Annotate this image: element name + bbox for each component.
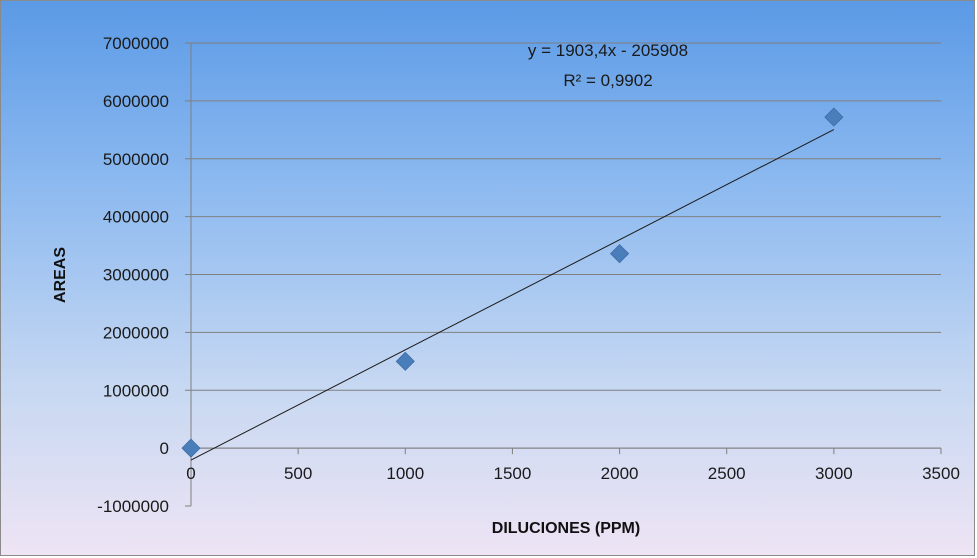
- y-tick-label: 0: [160, 439, 169, 458]
- x-tick-label: 1000: [386, 464, 424, 483]
- y-tick-label: 7000000: [103, 34, 169, 53]
- x-tick-label: 3000: [815, 464, 853, 483]
- data-point: [824, 107, 844, 127]
- y-tick-label: 3000000: [103, 266, 169, 285]
- data-point: [395, 351, 415, 371]
- y-tick-label: -1000000: [97, 497, 169, 516]
- trendline-equation: y = 1903,4x - 205908: [528, 41, 688, 60]
- x-tick-label: 2500: [708, 464, 746, 483]
- trendline-layer: [190, 129, 835, 461]
- y-tick-label: 4000000: [103, 208, 169, 227]
- tick-labels: -1000000 0 1000000 2000000 3000000 4000000 500…: [97, 34, 960, 516]
- data-point: [610, 244, 630, 264]
- x-tick-label: 500: [284, 464, 312, 483]
- x-tick-label: 2000: [601, 464, 639, 483]
- axes: [185, 42, 942, 507]
- y-tick-label: 6000000: [103, 92, 169, 111]
- trendline: [190, 129, 835, 461]
- r-squared-label: R² = 0,9902: [563, 71, 652, 90]
- y-axis-title: AREAS: [52, 247, 69, 303]
- x-tick-label: 0: [186, 464, 195, 483]
- gridlines: [191, 42, 941, 449]
- x-tick-label: 3500: [922, 464, 960, 483]
- y-tick-label: 1000000: [103, 381, 169, 400]
- data-points: [181, 107, 844, 458]
- data-point: [181, 438, 201, 458]
- x-axis-title: DILUCIONES (PPM): [492, 520, 640, 537]
- y-tick-label: 2000000: [103, 323, 169, 342]
- x-tick-label: 1500: [494, 464, 532, 483]
- y-tick-label: 5000000: [103, 150, 169, 169]
